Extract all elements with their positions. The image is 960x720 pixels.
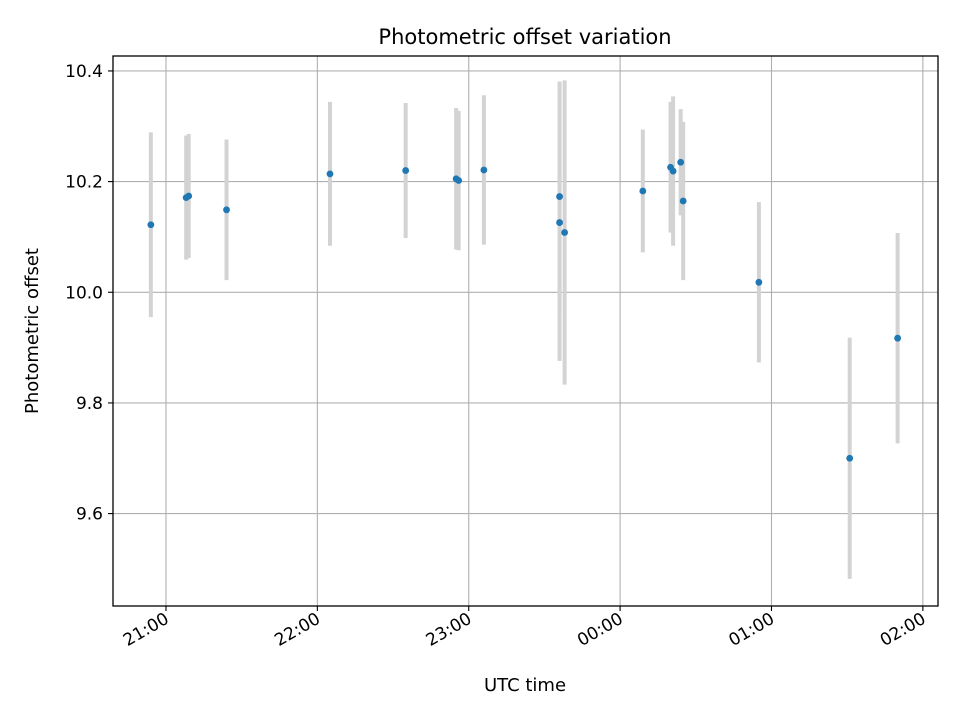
data-point <box>455 177 463 184</box>
data-point <box>677 158 685 166</box>
data-point <box>639 187 647 195</box>
data-point <box>556 193 563 200</box>
data-point <box>223 206 230 214</box>
y-tick-label: 9.8 <box>76 394 103 414</box>
y-tick-label: 10.0 <box>65 283 103 303</box>
data-point <box>326 170 334 178</box>
data-point <box>561 229 569 236</box>
data-point <box>147 221 155 229</box>
x-axis-label: UTC time <box>484 675 566 696</box>
chart-title: Photometric offset variation <box>378 25 671 49</box>
data-point <box>402 167 410 174</box>
data-point <box>556 219 563 226</box>
data-point <box>846 454 854 462</box>
data-point <box>185 192 193 200</box>
data-point <box>755 278 763 286</box>
y-tick-label: 9.6 <box>76 505 103 525</box>
data-point <box>894 334 902 342</box>
data-point <box>669 167 677 175</box>
y-tick-label: 10.2 <box>65 173 103 193</box>
grid-lines <box>113 56 938 606</box>
data-points <box>147 158 902 462</box>
y-axis-ticks: 9.6 9.8 10.0 10.2 10.4 <box>65 62 113 525</box>
plot-frame <box>112 55 939 607</box>
y-tick-label: 10.4 <box>65 62 103 82</box>
data-point <box>679 197 687 205</box>
data-point <box>480 166 488 174</box>
y-axis-label: Photometric offset <box>22 248 43 414</box>
